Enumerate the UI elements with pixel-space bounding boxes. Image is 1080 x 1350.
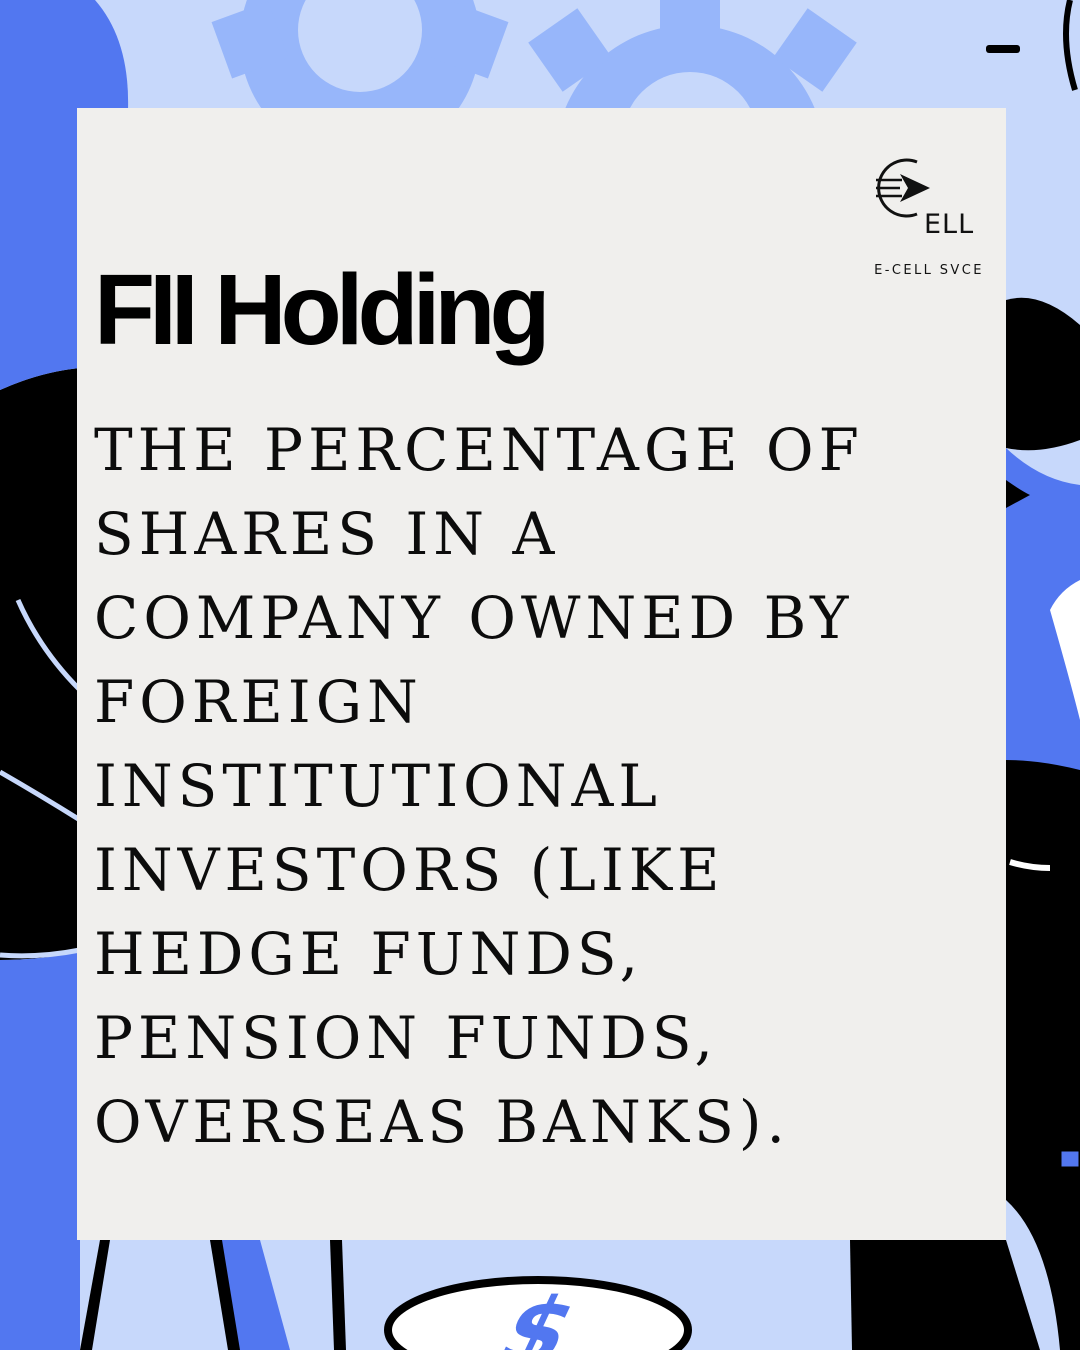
left-figure-arm: [0, 0, 129, 110]
logo-caption: E-CELL SVCE: [874, 263, 984, 278]
content-card: ELL E-CELL SVCE FII Holding The percenta…: [77, 108, 1006, 1240]
arrow-icon: [876, 158, 930, 218]
coin-icon: [384, 1276, 692, 1350]
logo-wordmark: ELL: [924, 209, 975, 240]
definition-text: The percentage of shares in a company ow…: [94, 416, 864, 1156]
left-figure-body: [0, 368, 80, 960]
ecell-logo: ELL E-CELL SVCE: [862, 152, 997, 278]
page-title: FII Holding: [94, 254, 551, 366]
